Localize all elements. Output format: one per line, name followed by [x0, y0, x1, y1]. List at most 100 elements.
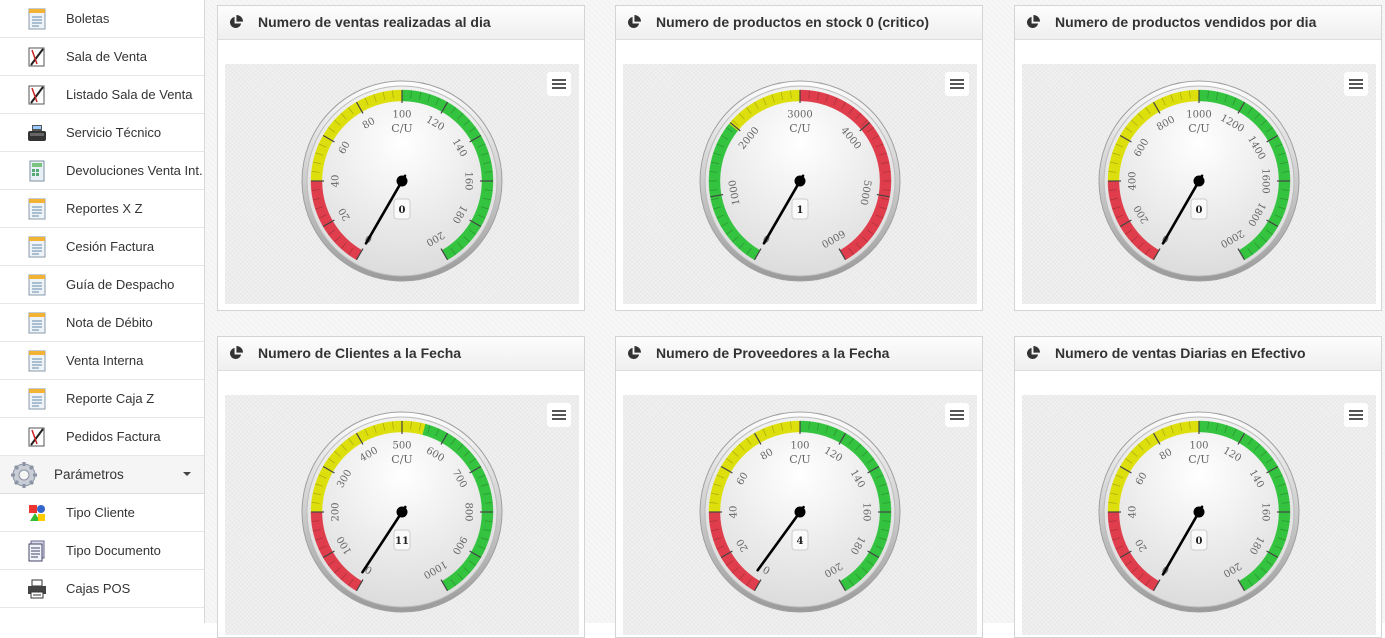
sidebar-item-nota-de-débito[interactable]: Nota de Débito [0, 304, 204, 342]
gauge-minor-tick [463, 567, 470, 574]
chart-menu-button[interactable] [547, 403, 571, 427]
gauge-panel: Numero de Proveedores a la Fecha 0 20 40 60 8… [615, 336, 983, 638]
gauge-major-tick [355, 432, 364, 445]
gauge-minor-tick [1224, 94, 1228, 103]
chart-menu-button[interactable] [945, 403, 969, 427]
panel-title: Numero de productos en stock 0 (critico) [656, 14, 930, 30]
gauge-band-segment [1278, 176, 1291, 182]
gauge-value-box [791, 529, 809, 551]
dashboard: Numero de ventas realizadas al dia 020406… [205, 0, 1385, 638]
gauge-major-tick [1266, 134, 1279, 143]
sidebar-item-servicio-técnico[interactable]: Servicio Técnico [0, 114, 204, 152]
gauge-panel: Numero de productos vendidos por dia0200… [1014, 5, 1382, 311]
gauge-minor-tick [315, 537, 324, 541]
gauge-minor-tick [710, 197, 719, 201]
gauge-minor-tick [477, 474, 486, 479]
chart-menu-button[interactable] [1344, 403, 1368, 427]
gauge-minor-tick [738, 444, 745, 451]
gauge-minor-tick [312, 197, 321, 201]
gauge-band-segment [397, 89, 403, 102]
gauge-minor-tick [477, 545, 486, 550]
gauge-tick-label: 400 [1128, 171, 1139, 190]
gauge-band-segment [1107, 176, 1120, 182]
sidebar-item-cajas-pos[interactable]: Cajas POS [0, 570, 204, 608]
gauge-minor-tick [1265, 560, 1273, 566]
sidebar-section-parametros[interactable]: Parámetros [0, 456, 204, 494]
gauge-unit-label: C/U [1188, 122, 1209, 135]
gauge-minor-tick [1125, 229, 1133, 235]
sidebar-item-cesión-factura[interactable]: Cesión Factura [0, 228, 204, 266]
gauge-minor-tick [875, 214, 884, 219]
chart-menu-button[interactable] [547, 72, 571, 96]
gauge-minor-tick [450, 438, 456, 446]
gauge-minor-tick [348, 107, 354, 115]
gauge-minor-tick [780, 91, 784, 100]
gauge-minor-tick [1277, 537, 1286, 541]
gauge-minor-tick [468, 458, 476, 464]
gauge-minor-tick [878, 206, 887, 210]
chart-menu-button[interactable] [945, 72, 969, 96]
gauge-minor-tick [866, 127, 874, 133]
gauge-band-segment [799, 420, 805, 433]
gauge-pivot [794, 506, 806, 518]
sidebar-item-listado-sala-de-venta[interactable]: Listado Sala de Venta [0, 76, 204, 114]
panel-header: Numero de ventas realizadas al dia [218, 6, 584, 40]
gauge-minor-tick [882, 171, 891, 173]
gauge-minor-tick [315, 152, 324, 156]
gauge-band-segment [879, 180, 892, 186]
cash-register-icon [28, 125, 46, 141]
sidebar-item-pedidos-factura[interactable]: Pedidos Factura [0, 418, 204, 456]
gauge-minor-tick [710, 492, 719, 496]
sidebar-item-label: Sala de Venta [66, 49, 147, 64]
gauge-needle [364, 174, 407, 245]
gauge-band-segment [401, 89, 407, 102]
sidebar-item-sala-de-venta[interactable]: Sala de Venta [0, 38, 204, 76]
gauge-minor-tick [1112, 483, 1121, 487]
sidebar-item-label: Listado Sala de Venta [66, 87, 193, 102]
panel-title: Numero de Proveedores a la Fecha [656, 345, 890, 361]
gauge-tick-label: 160 [463, 171, 474, 190]
gauge-minor-tick [463, 450, 470, 457]
gauge-tick-label: 800 [463, 502, 474, 521]
gauge-minor-tick [382, 422, 386, 431]
gauge-minor-tick [1115, 545, 1124, 550]
gauge-svg: 0100020003000400050006000C/U1 [699, 80, 901, 282]
document-list-icon [28, 236, 46, 258]
gauge-major-tick [440, 579, 449, 592]
gauge-minor-tick [1108, 189, 1117, 191]
gauge-minor-tick [340, 242, 347, 249]
gauge-value-box [1190, 529, 1208, 551]
panel-title: Numero de ventas Diarias en Efectivo [1055, 345, 1306, 361]
sidebar-item-reporte-caja-z[interactable]: Reporte Caja Z [0, 380, 204, 418]
chart-menu-button[interactable] [1344, 72, 1368, 96]
gauge-minor-tick [318, 143, 327, 148]
gauge-minor-tick [457, 573, 464, 580]
gauge-minor-tick [457, 113, 464, 120]
gauge-minor-tick [721, 222, 729, 227]
sidebar-item-reportes-x-z[interactable]: Reportes X Z [0, 190, 204, 228]
gauge-minor-tick [1254, 113, 1261, 120]
gauge-minor-tick [348, 247, 354, 255]
sidebar-item-boletas[interactable]: Boletas [0, 0, 204, 38]
gauge-minor-tick [1137, 444, 1144, 451]
gauge-minor-tick [1137, 242, 1144, 249]
sidebar-item-tipo-documento[interactable]: Tipo Documento [0, 532, 204, 570]
sidebar-item-guía-de-despacho[interactable]: Guía de Despacho [0, 266, 204, 304]
gauge-minor-tick [311, 520, 320, 522]
sidebar-item-devoluciones-venta-int[interactable]: Devoluciones Venta Int. [0, 152, 204, 190]
gauge-unit-label: C/U [391, 453, 412, 466]
panel-header: Numero de productos vendidos por dia [1015, 6, 1381, 40]
gauge-major-tick [710, 193, 724, 198]
gauge-minor-tick [457, 242, 464, 249]
chevron-down-icon[interactable] [183, 472, 191, 476]
gauge-minor-tick [328, 458, 336, 464]
pen-tool-icon [28, 427, 45, 447]
gauge-tick-label: 40 [1128, 506, 1139, 519]
gauge-major-tick [1266, 465, 1279, 474]
gauge-minor-tick [861, 567, 868, 574]
sidebar-item-tipo-cliente[interactable]: Tipo Cliente [0, 494, 204, 532]
gauge-minor-tick [710, 161, 719, 165]
sidebar-item-venta-interna[interactable]: Venta Interna [0, 342, 204, 380]
gauge-minor-tick [871, 222, 879, 227]
